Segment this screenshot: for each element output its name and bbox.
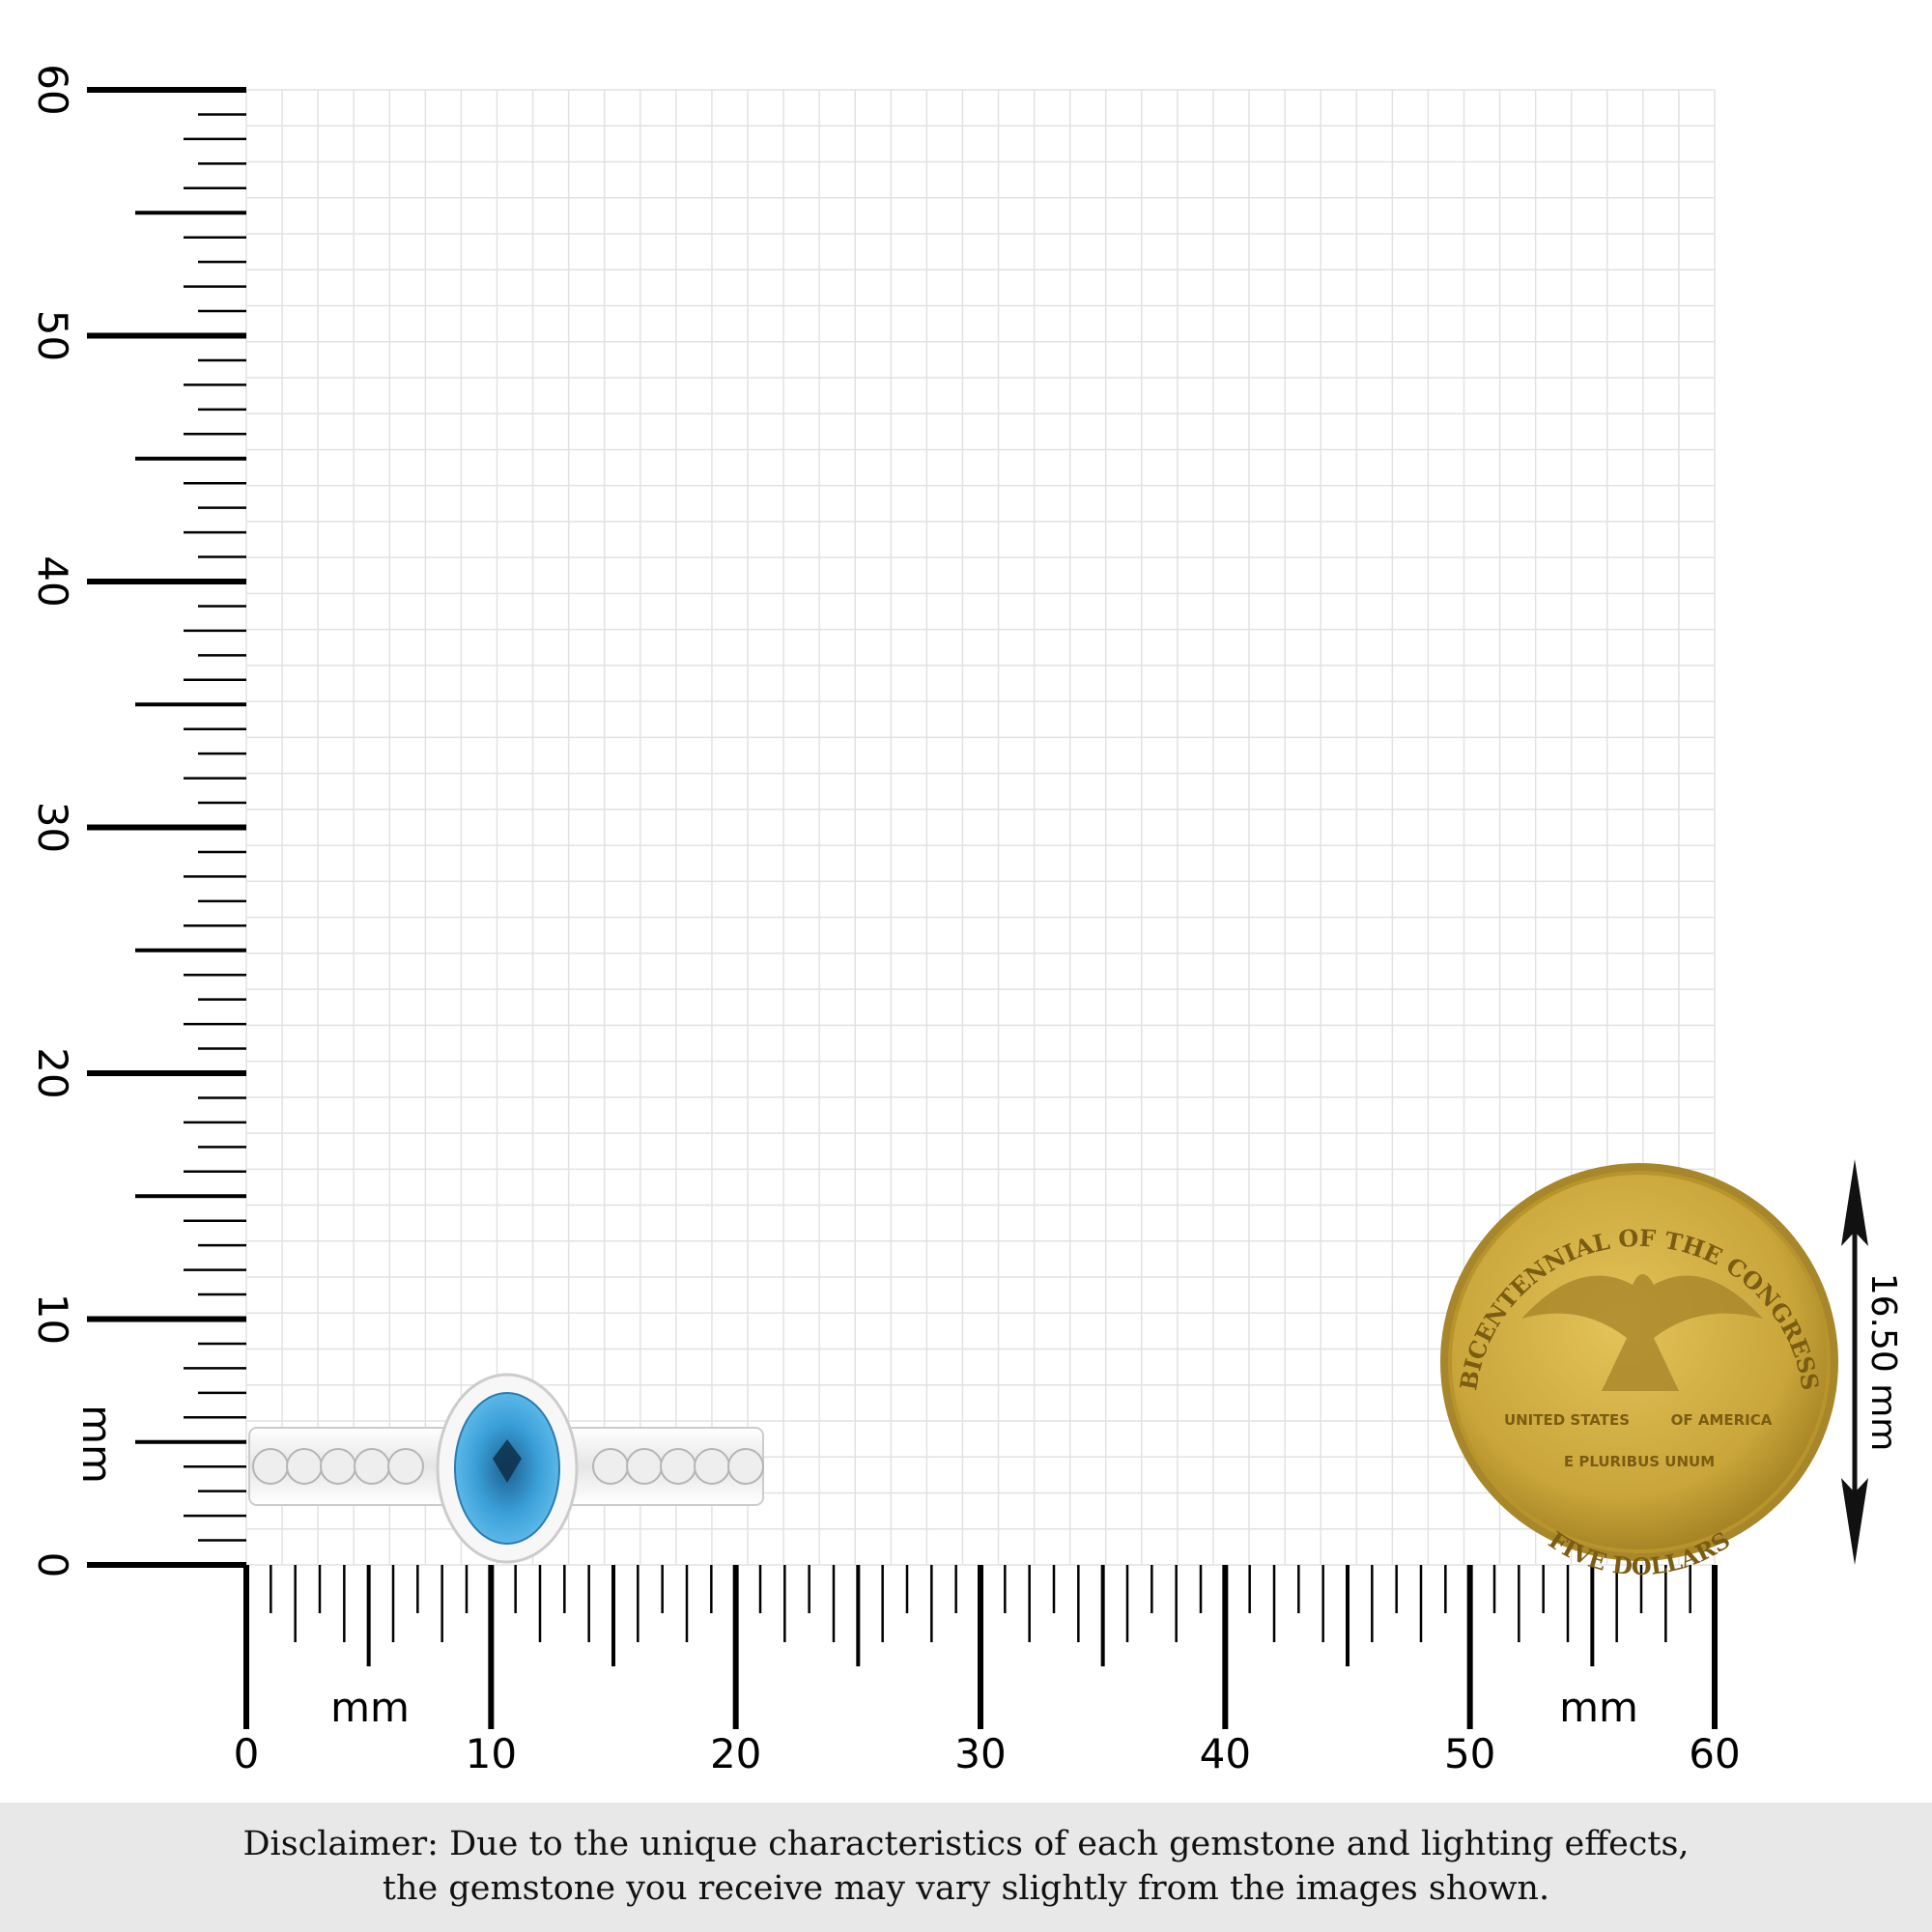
eagle-icon [1521,1274,1763,1391]
side-stone [387,1448,424,1485]
coin-image: BICENTENNIAL OF THE CONGRESS FIVE DOLLAR… [1440,1163,1838,1580]
y-tick-label: 40 [29,555,76,607]
y-tick-label: 50 [29,310,76,361]
disclaimer-line-2: the gemstone you receive may vary slight… [382,1869,1550,1908]
ring-image [248,1373,764,1564]
x-tick-label: 0 [234,1730,260,1777]
y-tick-label: 10 [29,1293,76,1345]
coin-left-text: UNITED STATES [1504,1411,1630,1429]
coin-right-text: OF AMERICA [1671,1411,1773,1429]
x-tick-label: 50 [1444,1730,1495,1777]
ruler-labels: 0 10 20 30 40 50 60 0 10 20 30 40 50 60 [29,64,1741,1777]
dimension-label: 16.50 mm [1863,1273,1903,1452]
side-stones [252,1448,764,1485]
y-tick-label: 20 [29,1047,76,1098]
side-stone [626,1448,663,1485]
x-tick-label: 20 [710,1730,761,1777]
side-stone [286,1448,323,1485]
y-tick-label: 30 [29,802,76,853]
x-tick-label: 10 [466,1730,517,1777]
x-tick-label: 40 [1200,1730,1251,1777]
x-tick-label: 30 [954,1730,1006,1777]
side-stone [727,1448,764,1485]
ruler-ticks [87,87,1718,1729]
x-axis-unit-left: mm [330,1684,410,1731]
y-axis-unit: mm [73,1405,121,1484]
y-tick-label: 0 [29,1552,76,1578]
disclaimer-line-1: Disclaimer: Due to the unique characteri… [242,1825,1690,1863]
side-stone [660,1448,696,1485]
side-stone [320,1448,356,1485]
side-stone [354,1448,390,1485]
side-stone [694,1448,730,1485]
x-axis-unit-right: mm [1559,1684,1638,1731]
x-tick-label: 60 [1689,1730,1740,1777]
coin-motto: E PLURIBUS UNUM [1564,1453,1715,1470]
side-stone [252,1448,289,1485]
y-tick-label: 60 [29,64,76,115]
disclaimer-banner: Disclaimer: Due to the unique characteri… [0,1803,1932,1932]
dimension-arrow [1841,1159,1868,1565]
side-stone [592,1448,629,1485]
